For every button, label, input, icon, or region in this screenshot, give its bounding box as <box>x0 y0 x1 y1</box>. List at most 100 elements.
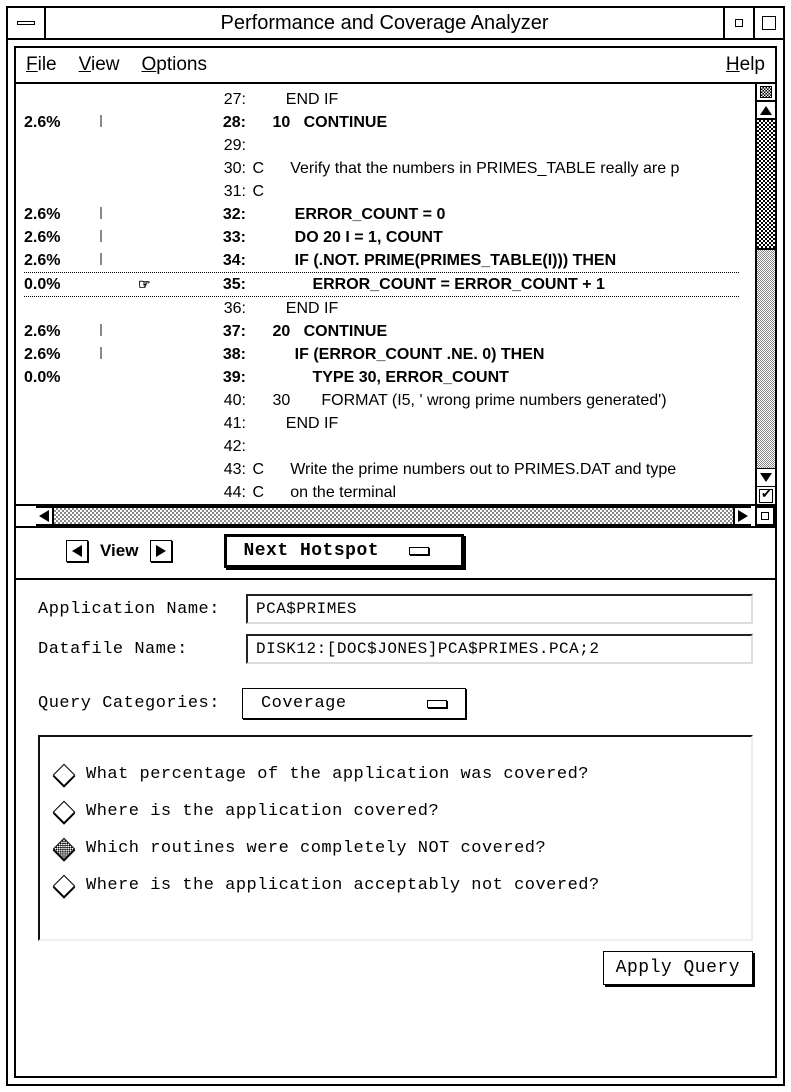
code-line[interactable]: 2.6%32: ERROR_COUNT = 0 <box>16 203 755 226</box>
minimize-button[interactable] <box>723 8 753 38</box>
hotspot-marker-icon <box>138 203 194 226</box>
code-line[interactable]: 43: C Write the prime numbers out to PRI… <box>16 458 755 481</box>
hotspot-marker-icon <box>138 389 194 412</box>
apply-query-button[interactable]: Apply Query <box>603 951 753 985</box>
category-label: Query Categories: <box>38 694 220 713</box>
line-number: 32: <box>194 203 248 226</box>
line-number: 38: <box>194 343 248 366</box>
percent-value <box>16 88 98 111</box>
query-panel: Application Name: PCA$PRIMES Datafile Na… <box>16 580 775 1076</box>
query-option-3[interactable]: Which routines were completely NOT cover… <box>54 839 737 858</box>
menu-file[interactable]: File <box>26 54 57 76</box>
query-option-2[interactable]: Where is the application covered? <box>54 802 737 821</box>
scroll-down-arrow[interactable] <box>757 468 775 486</box>
percent-value <box>16 481 98 504</box>
system-menu-button[interactable] <box>8 8 46 38</box>
comment-flag <box>248 412 268 435</box>
query-text: What percentage of the application was c… <box>86 765 589 784</box>
code-line[interactable]: 2.6%38: IF (ERROR_COUNT .NE. 0) THEN <box>16 343 755 366</box>
title-bar: Performance and Coverage Analyzer <box>8 8 783 40</box>
code-line[interactable]: 42: <box>16 435 755 458</box>
hotspot-marker-icon <box>138 412 194 435</box>
scroll-up-arrow[interactable] <box>757 102 775 120</box>
code-line[interactable]: 40: 30 FORMAT (I5, ' wrong prime numbers… <box>16 389 755 412</box>
code-body[interactable]: 27: END IF2.6%28: 10 CONTINUE29: 30: C V… <box>16 84 755 504</box>
hotspot-marker-icon <box>138 343 194 366</box>
comment-flag <box>248 226 268 249</box>
code-line[interactable]: 30: C Verify that the numbers in PRIMES_… <box>16 157 755 180</box>
horizontal-scroll-row <box>16 506 775 528</box>
app-name-label: Application Name: <box>38 600 238 619</box>
source-text: ERROR_COUNT = ERROR_COUNT + 1 <box>268 273 749 296</box>
scroll-right-button[interactable] <box>733 508 751 524</box>
chevron-down-icon <box>760 473 772 482</box>
code-line[interactable]: 2.6%37: 20 CONTINUE <box>16 320 755 343</box>
next-hotspot-button[interactable]: Next Hotspot <box>224 534 464 568</box>
line-number: 43: <box>194 458 248 481</box>
comment-flag <box>248 366 268 389</box>
comment-flag <box>248 134 268 157</box>
vertical-scrollbar[interactable] <box>755 84 775 504</box>
scroll-up-button[interactable] <box>757 84 775 102</box>
percent-value <box>16 389 98 412</box>
app-name-field[interactable]: PCA$PRIMES <box>246 594 753 624</box>
menu-view[interactable]: View <box>79 54 120 76</box>
scroll-left-button[interactable] <box>36 508 54 524</box>
source-text <box>268 435 749 458</box>
source-text: END IF <box>268 412 749 435</box>
code-line[interactable]: 36: END IF <box>16 297 755 320</box>
hotspot-marker-icon <box>138 366 194 389</box>
code-line[interactable]: 0.0%☞35: ERROR_COUNT = ERROR_COUNT + 1 <box>16 273 755 296</box>
line-number: 44: <box>194 481 248 504</box>
diamond-selected-icon <box>53 837 76 860</box>
code-line[interactable]: 44: C on the terminal <box>16 481 755 504</box>
dropdown-icon <box>409 547 429 555</box>
view-controls: View Next Hotspot <box>16 528 775 580</box>
category-value: Coverage <box>261 694 347 713</box>
indicator <box>98 458 138 481</box>
code-line[interactable]: 2.6%33: DO 20 I = 1, COUNT <box>16 226 755 249</box>
hscroll-track[interactable] <box>54 508 733 524</box>
indicator <box>98 481 138 504</box>
comment-flag: C <box>248 458 268 481</box>
percent-value: 2.6% <box>16 226 98 249</box>
code-line[interactable]: 2.6%28: 10 CONTINUE <box>16 111 755 134</box>
hotspot-marker-icon <box>138 481 194 504</box>
indicator <box>98 320 138 343</box>
line-number: 27: <box>194 88 248 111</box>
code-line[interactable]: 41: END IF <box>16 412 755 435</box>
code-line[interactable]: 27: END IF <box>16 88 755 111</box>
category-select[interactable]: Coverage <box>242 688 466 719</box>
code-line[interactable]: 31: C <box>16 180 755 203</box>
check-icon <box>759 489 773 503</box>
hotspot-marker-icon: ☞ <box>138 273 194 296</box>
menu-options[interactable]: Options <box>141 54 206 76</box>
datafile-field[interactable]: DISK12:[DOC$JONES]PCA$PRIMES.PCA;2 <box>246 634 753 664</box>
indicator <box>98 249 138 272</box>
scroll-thumb[interactable] <box>757 120 775 250</box>
query-option-1[interactable]: What percentage of the application was c… <box>54 765 737 784</box>
scroll-down-button[interactable] <box>757 486 775 504</box>
line-number: 39: <box>194 366 248 389</box>
view-next-button[interactable] <box>150 540 172 562</box>
code-line[interactable]: 0.0%39: TYPE 30, ERROR_COUNT <box>16 366 755 389</box>
percent-value <box>16 435 98 458</box>
indicator <box>98 157 138 180</box>
scroll-corner <box>755 506 775 526</box>
square-icon <box>761 512 769 520</box>
percent-value: 2.6% <box>16 320 98 343</box>
maximize-button[interactable] <box>753 8 783 38</box>
dropdown-icon <box>427 700 447 708</box>
view-prev-button[interactable] <box>66 540 88 562</box>
menu-help[interactable]: Help <box>726 54 765 76</box>
code-line[interactable]: 29: <box>16 134 755 157</box>
comment-flag: C <box>248 157 268 180</box>
query-option-4[interactable]: Where is the application acceptably not … <box>54 876 737 895</box>
scroll-track[interactable] <box>757 250 775 468</box>
triangle-right-icon <box>156 545 166 557</box>
horizontal-scrollbar[interactable] <box>36 506 751 526</box>
window-frame: Performance and Coverage Analyzer File V… <box>6 6 785 1086</box>
line-number: 29: <box>194 134 248 157</box>
view-label: View <box>100 541 138 561</box>
code-line[interactable]: 2.6%34: IF (.NOT. PRIME(PRIMES_TABLE(I))… <box>16 249 755 272</box>
